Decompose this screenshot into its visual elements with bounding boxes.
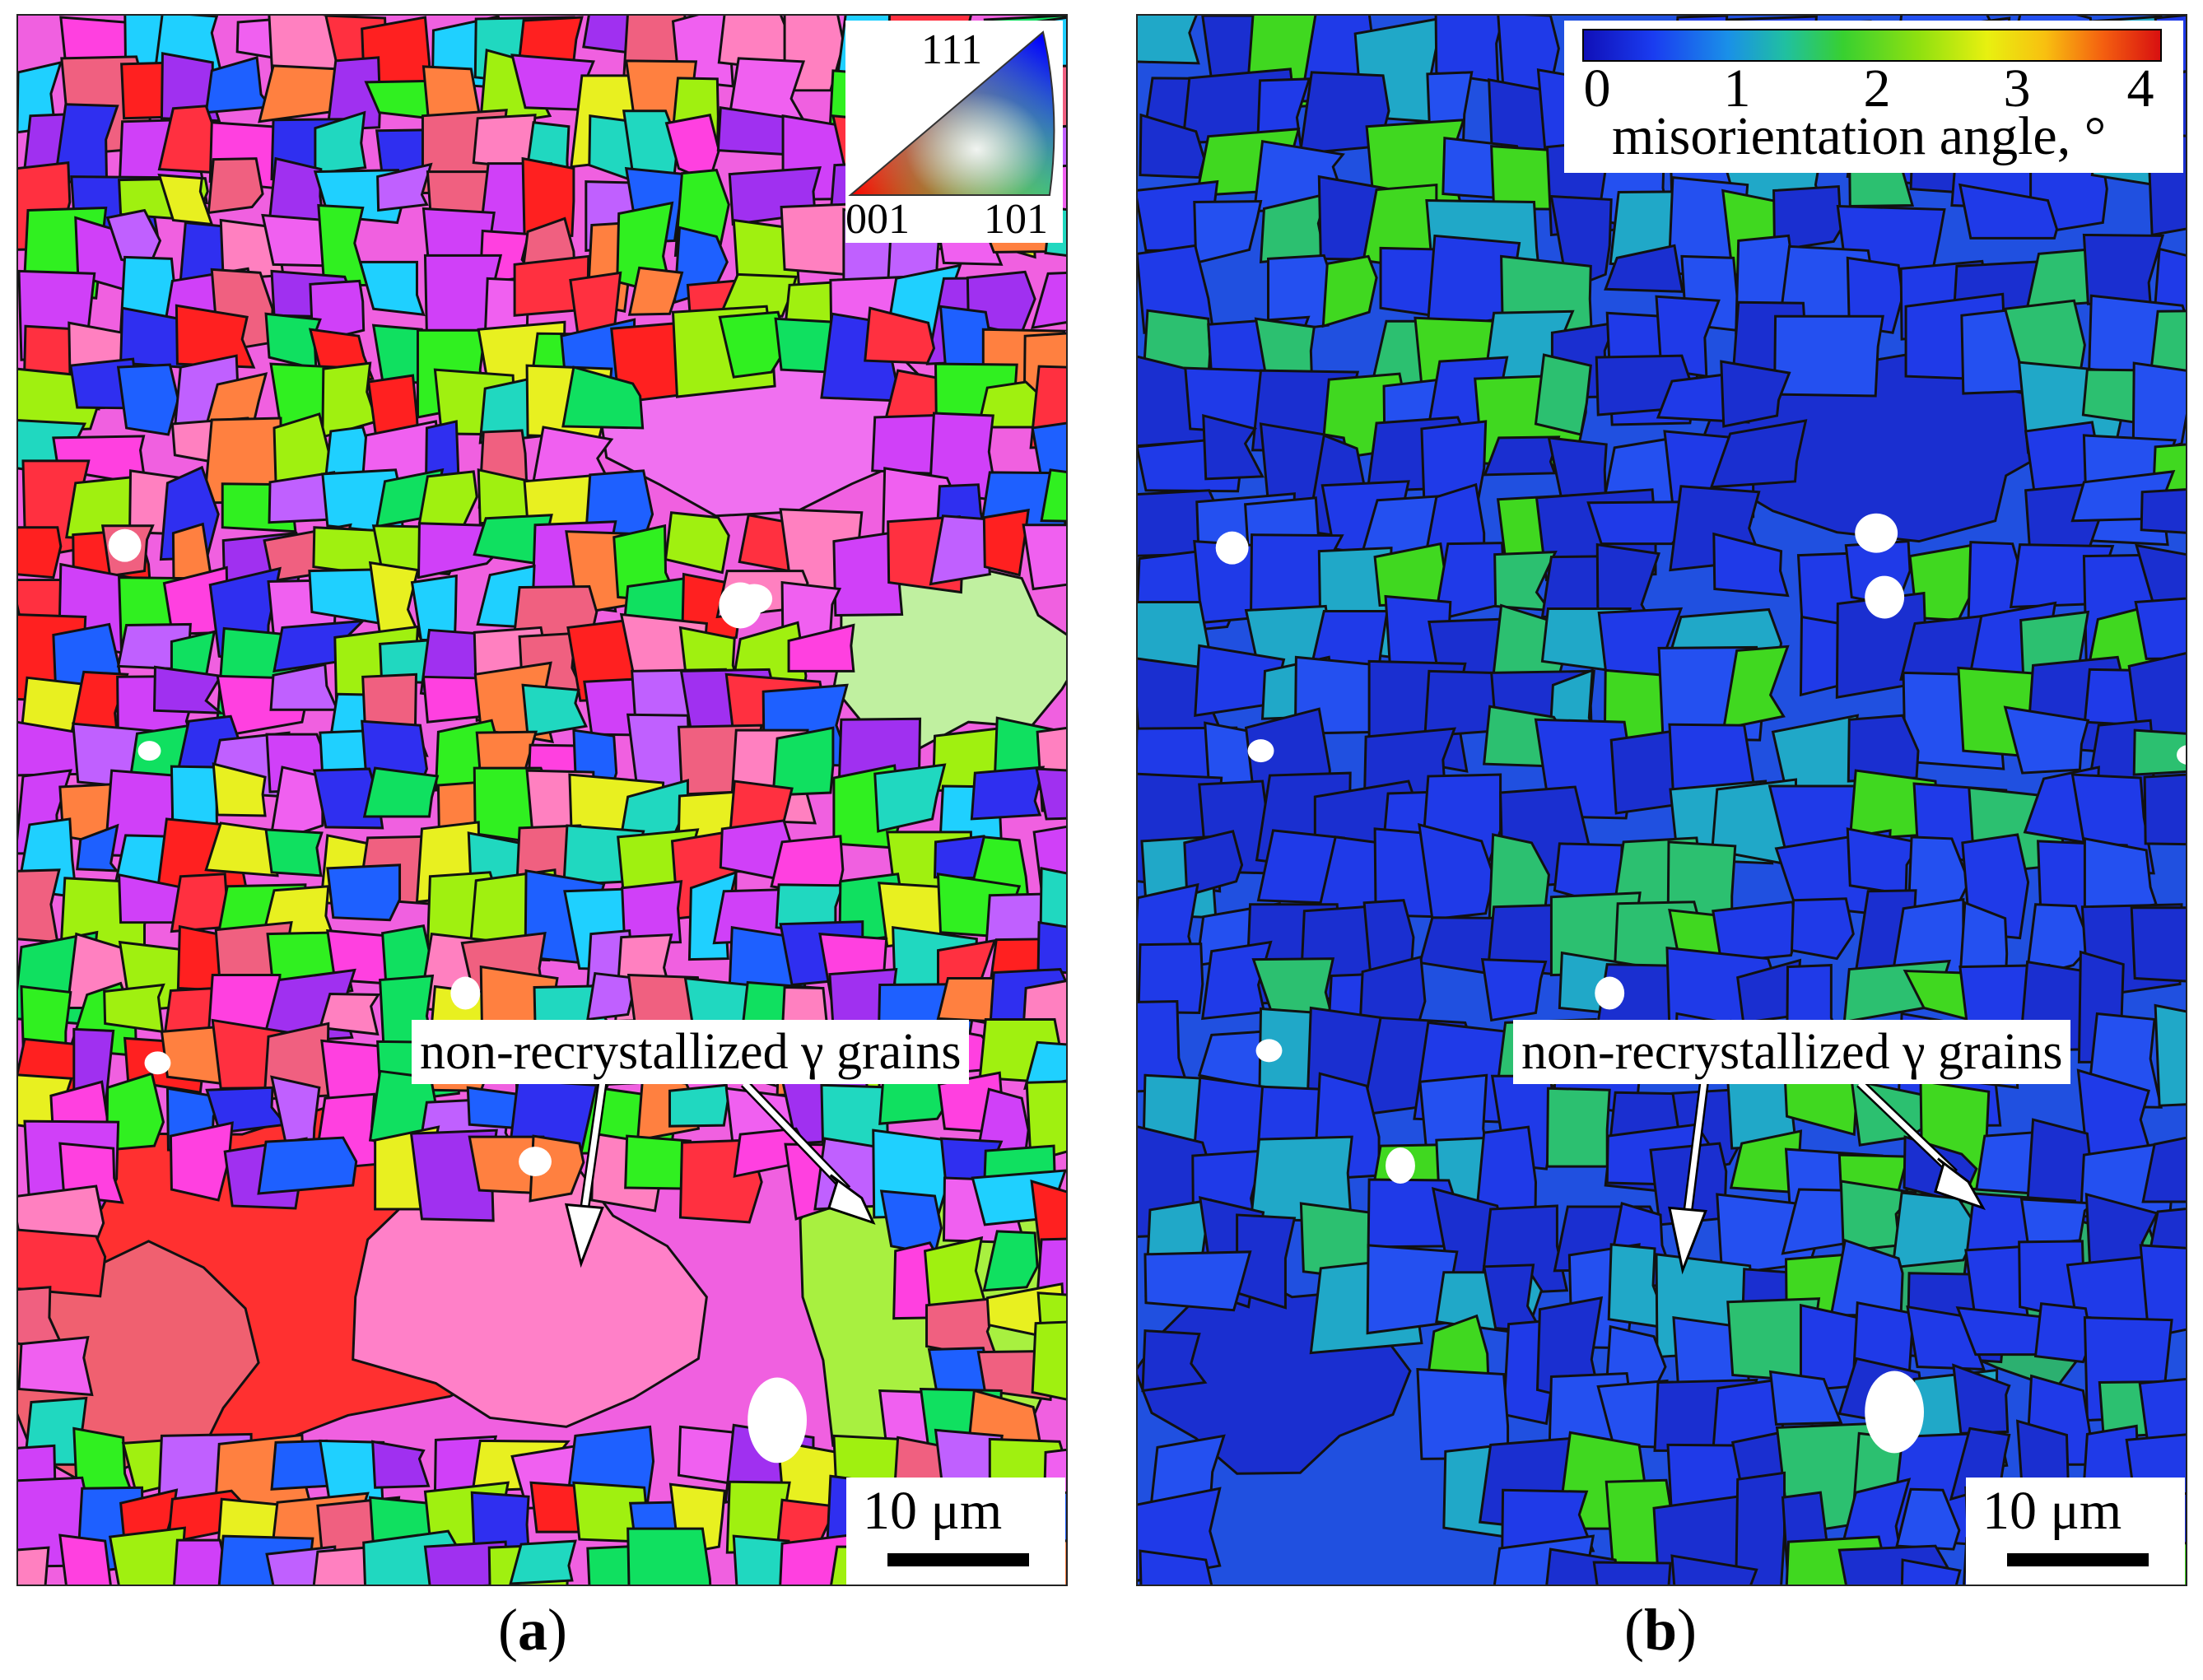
annotation-label: non-recrystallized γ grains bbox=[1513, 1020, 2071, 1084]
ipf-orientation-map bbox=[18, 16, 1066, 1585]
panel-caption-a: (a) bbox=[498, 1597, 567, 1663]
misorientation-map bbox=[1138, 16, 2186, 1585]
panel-caption-b: (b) bbox=[1624, 1597, 1698, 1663]
ipf-label-111: 111 bbox=[921, 26, 983, 73]
annotation-label: non-recrystallized γ grains bbox=[412, 1020, 970, 1084]
colorbar-tick: 3 bbox=[2003, 58, 2031, 119]
misorientation-colorbar: 0 1 2 3 4 misorientation angle, ° bbox=[1564, 21, 2183, 173]
kam-map-panel: 0 1 2 3 4 misorientation angle, ° non-re… bbox=[1136, 14, 2187, 1586]
colorbar-tick: 0 bbox=[1583, 58, 1611, 119]
colorbar-gradient bbox=[1582, 29, 2162, 62]
ipf-label-101: 101 bbox=[984, 196, 1048, 243]
ipf-label-001: 001 bbox=[845, 196, 910, 243]
scale-bar-label: 10 μm bbox=[1982, 1481, 2122, 1541]
scale-bar-label: 10 μm bbox=[863, 1481, 1003, 1541]
scale-bar: 10 μm bbox=[1966, 1478, 2185, 1585]
scale-bar-line bbox=[887, 1553, 1029, 1566]
ipf-map-panel: 111 001 101 non-recrystallized γ grains … bbox=[16, 14, 1068, 1586]
colorbar-tick: 4 bbox=[2126, 58, 2154, 119]
ipf-triangle bbox=[848, 30, 1055, 196]
scale-bar-line bbox=[2007, 1553, 2149, 1566]
colorbar-tick: 2 bbox=[1863, 58, 1891, 119]
scale-bar: 10 μm bbox=[846, 1478, 1065, 1585]
ipf-color-key: 111 001 101 bbox=[845, 21, 1063, 243]
colorbar-tick: 1 bbox=[1723, 58, 1751, 119]
colorbar-label: misorientation angle, ° bbox=[1612, 106, 2107, 166]
